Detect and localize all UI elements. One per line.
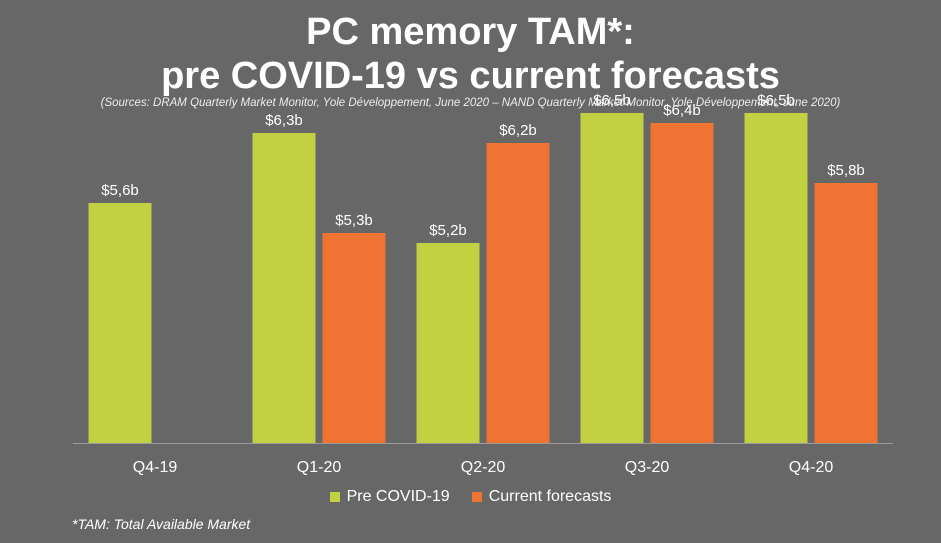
data-label: $5,2b xyxy=(429,222,467,239)
bar-current-forecasts-q4-20 xyxy=(814,183,878,443)
legend-label-pre-covid: Pre COVID-19 xyxy=(346,488,450,505)
chart-source: (Sources: DRAM Quarterly Market Monitor,… xyxy=(100,97,841,109)
chart-title-line-2: pre COVID-19 vs current forecasts xyxy=(161,55,780,97)
data-label: $5,3b xyxy=(335,212,373,229)
bar-pre-covid-q4-19 xyxy=(88,203,152,443)
legend-item-current-forecasts: Current forecasts xyxy=(471,488,612,506)
data-label: $5,6b xyxy=(101,182,139,199)
chart-legend: Pre COVID-19 Current forecasts xyxy=(0,488,941,506)
x-tick-label: Q1-20 xyxy=(297,459,342,476)
bar-pre-covid-q4-20 xyxy=(744,113,808,443)
bar-pre-covid-q2-20 xyxy=(416,243,480,443)
chart-title-line-1: PC memory TAM*: xyxy=(306,11,635,53)
bar-pre-covid-q3-20 xyxy=(580,113,644,443)
bar-pre-covid-q1-20 xyxy=(252,133,316,443)
data-label: $6,2b xyxy=(499,122,537,139)
data-label: $6,4b xyxy=(663,102,701,119)
footnote: *TAM: Total Available Market xyxy=(72,516,251,532)
x-tick-label: Q3-20 xyxy=(625,459,670,476)
x-tick-label: Q4-19 xyxy=(133,459,178,476)
data-label: $6,5b xyxy=(593,92,631,109)
legend-swatch-pre-covid xyxy=(329,492,340,502)
bar-current-forecasts-q3-20 xyxy=(650,123,714,443)
bar-current-forecasts-q1-20 xyxy=(322,233,386,443)
x-tick-label: Q2-20 xyxy=(461,459,506,476)
legend-item-pre-covid: Pre COVID-19 xyxy=(329,488,450,506)
data-label: $6,3b xyxy=(265,112,303,129)
x-tick-label: Q4-20 xyxy=(789,459,834,476)
data-label: $5,8b xyxy=(827,162,865,179)
bar-current-forecasts-q2-20 xyxy=(486,143,550,443)
legend-swatch-current-forecasts xyxy=(471,492,482,502)
legend-label-current-forecasts: Current forecasts xyxy=(488,488,612,505)
data-label: $6,5b xyxy=(757,92,795,109)
chart-title: PC memory TAM*: pre COVID-19 vs current … xyxy=(0,10,941,98)
